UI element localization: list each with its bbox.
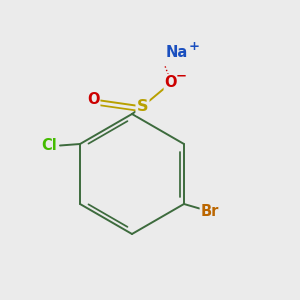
- Text: −: −: [175, 70, 187, 83]
- Text: +: +: [189, 40, 200, 53]
- Text: Br: Br: [201, 204, 219, 219]
- Text: O: O: [165, 75, 177, 90]
- Text: O: O: [87, 92, 99, 106]
- Text: Cl: Cl: [42, 138, 57, 153]
- Text: S: S: [137, 99, 148, 114]
- Text: Na: Na: [166, 45, 188, 60]
